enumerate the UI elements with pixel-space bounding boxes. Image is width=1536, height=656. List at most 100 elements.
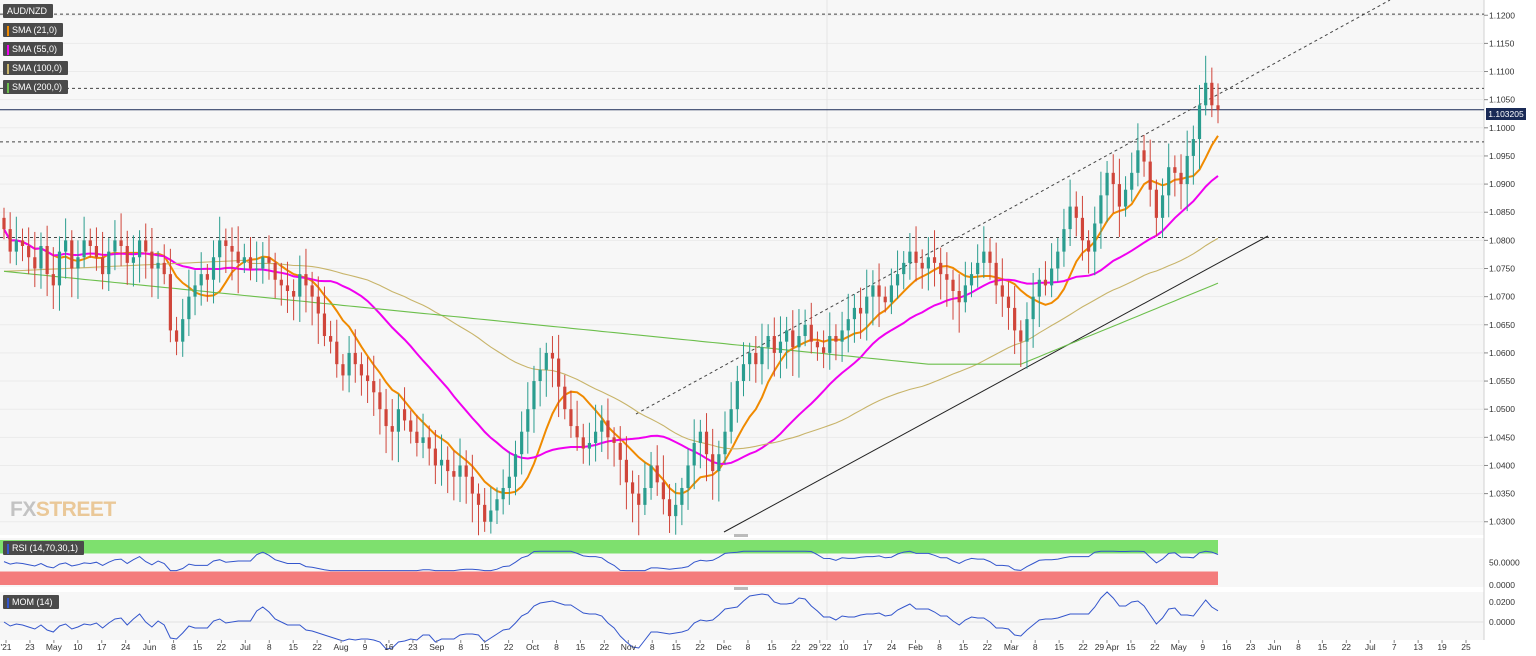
candle-body [920,262,924,269]
price-tick-label: 1.0950 [1489,151,1515,161]
candle-body [643,487,647,505]
candle-body [908,251,912,263]
rsi-badge[interactable]: RSI (14,70,30,1) [3,541,85,555]
price-tick-label: 1.1000 [1489,123,1515,133]
time-tick-label: 23 [1246,642,1256,652]
time-tick-label: Aug [334,642,349,652]
time-tick-label: 24 [887,642,897,652]
candle-body [1179,172,1183,185]
candle-body [674,504,678,517]
time-tick-label: 19 [1437,642,1447,652]
candle-body [470,476,474,494]
time-tick-label: 22 [1150,642,1160,652]
candle-body [199,274,203,286]
candle-body [402,409,407,421]
candle-body [883,296,887,303]
price-panel-bg [0,0,1484,535]
candle-body [39,245,43,269]
horizontal-levels [0,13,1484,239]
candle-body [729,409,733,432]
price-tick-label: 1.1200 [1489,10,1515,20]
time-tick-label: Nov [621,642,637,652]
candle-body [982,251,986,263]
candle-body [772,336,776,353]
candle-body [495,499,499,511]
candle-body [828,336,832,353]
candle-body [242,257,246,263]
candle-body [711,454,715,472]
price-tick-label: 1.1150 [1489,38,1515,48]
candle-body [255,268,259,270]
candle-body [1216,105,1220,110]
time-tick-label: 7 [1392,642,1397,652]
sma-21-badge[interactable]: SMA (21,0) [3,23,64,37]
candle-body [421,437,425,443]
candle-body [261,257,265,269]
candle-body [840,330,844,342]
candle-body [630,482,635,494]
time-tick-label: 8 [1296,642,1301,652]
candle-body [902,262,906,275]
mom-tick-label: 0.0000 [1489,617,1515,627]
time-tick-label: 8 [171,642,176,652]
time-tick-label: 22 [312,642,322,652]
candle-body [1123,189,1128,207]
candle-body [70,240,74,269]
time-tick-label: 22 [1342,642,1352,652]
time-tick-label: Jun [143,642,157,652]
candle-body [1117,184,1122,207]
candle-body [507,476,511,488]
candle-body [1197,105,1202,140]
candle-body [1167,167,1171,196]
candle-body [945,274,949,280]
time-tick-label: 9 [1200,642,1205,652]
candle-body [446,459,450,472]
time-tick-label: Sep [429,642,444,652]
sma-200-badge[interactable]: SMA (200,0) [3,80,69,94]
time-tick-label: 15 [288,642,298,652]
candle-body [1086,240,1091,252]
candle-body [748,352,752,365]
candle-body [2,217,6,230]
time-tick-label: 10 [73,642,83,652]
time-tick-label: Feb [908,642,923,652]
candle-body [1130,172,1134,190]
price-tick-label: 1.1050 [1489,95,1515,105]
candle-body [131,257,136,263]
candle-body [563,386,567,410]
candle-body [20,240,25,246]
candle-body [951,279,955,292]
candle-body [236,251,240,263]
candle-body [778,341,783,353]
sma-100-badge[interactable]: SMA (100,0) [3,61,69,75]
candle-body [1056,251,1060,269]
time-tick-label: 9 [363,642,368,652]
candle-body [113,240,117,252]
candle-body [384,409,388,427]
candle-body [464,465,468,477]
candle-body [1191,139,1195,156]
time-tick-label: 15 [767,642,777,652]
symbol-badge[interactable]: AUD/NZD [3,4,53,18]
rsi-line [3,550,1219,572]
candle-body [606,420,610,438]
time-tick-label: 8 [746,642,751,652]
candle-body [1074,206,1078,218]
sma-100-label: SMA (100,0) [12,63,63,73]
channel-upper-line [635,0,1391,415]
time-tick-label: 22 [983,642,993,652]
candle-body [1136,150,1140,173]
time-tick-label: 13 [1413,642,1423,652]
mom-panel-bg [0,592,1484,640]
candle-body [593,431,598,443]
candle-body [926,257,930,269]
sma-line-100 [3,237,1219,450]
candle-body [815,341,820,348]
mom-badge[interactable]: MOM (14) [3,595,59,609]
price-tick-label: 1.0850 [1489,207,1515,217]
time-tick-label: 25 [1461,642,1471,652]
time-tick-label: 8 [554,642,559,652]
candle-body [1154,189,1158,218]
sma-55-badge[interactable]: SMA (55,0) [3,42,64,56]
candle-body [581,437,585,449]
